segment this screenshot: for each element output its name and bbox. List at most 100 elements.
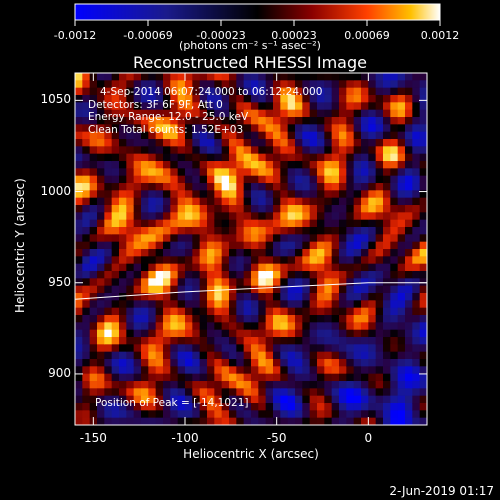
heatmap-cell [75,359,83,367]
heatmap-cell [236,131,245,140]
heatmap-cell [192,403,201,411]
heatmap-cell [309,153,318,162]
heatmap-cell [273,381,281,389]
heatmap-cell [141,366,149,375]
heatmap-cell [383,315,391,323]
heatmap-cell [236,234,245,243]
heatmap-cell [163,227,171,235]
heatmap-cell [119,322,127,331]
heatmap-cell [133,153,142,162]
heatmap-cell [177,124,186,133]
heatmap-cell [111,190,120,199]
heatmap-cell [361,403,369,411]
heatmap-cell [317,381,325,389]
heatmap-cell [236,278,245,287]
heatmap-cell [273,139,281,147]
heatmap-cell [287,403,296,411]
heatmap-cell [155,124,164,133]
heatmap-cell [287,124,296,133]
heatmap-cell [97,175,105,184]
heatmap-cell [199,219,208,228]
heatmap-cell [229,73,237,81]
annotation-time: 4-Sep-2014 06:07:24.000 to 06:12:24.000 [100,86,323,98]
heatmap-cell [229,395,237,404]
heatmap-cell [412,337,421,345]
heatmap-cell [221,109,230,118]
heatmap-cell [236,175,245,184]
heatmap-cell [236,161,245,169]
heatmap-cell [126,300,135,309]
heatmap-cell [353,271,362,279]
heatmap-cell [89,183,98,191]
heatmap-cell [419,102,427,111]
heatmap-cell [89,131,98,140]
heatmap-cell [368,190,377,199]
heatmap-cell [368,381,377,389]
heatmap-cell [155,293,164,301]
heatmap-cell [163,293,171,301]
heatmap-cell [405,241,413,250]
heatmap-cell [273,146,281,155]
heatmap-cell [287,161,296,169]
heatmap-cell [302,322,311,331]
heatmap-cell [273,373,281,382]
heatmap-cell [126,95,135,103]
heatmap-cell [309,73,318,81]
heatmap-cell [163,263,171,272]
heatmap-cell [104,131,113,140]
heatmap-cell [155,395,164,404]
heatmap-cell [126,351,135,360]
heatmap-cell [89,344,98,353]
heatmap-cell [185,256,193,265]
heatmap-cell [185,227,193,235]
heatmap-cell [185,80,193,89]
heatmap-cell [265,417,274,425]
heatmap-cell [199,234,208,243]
heatmap-cell [258,293,267,301]
heatmap-cell [390,234,399,243]
heatmap-cell [207,161,215,169]
heatmap-cell [258,366,267,375]
heatmap-cell [302,366,311,375]
heatmap-cell [192,117,201,125]
heatmap-cell [177,388,186,397]
heatmap-cell [317,212,325,221]
heatmap-cell [148,73,157,81]
heatmap-cell [324,117,333,125]
heatmap-cell [397,249,406,257]
heatmap-cell [280,373,289,382]
heatmap-cell [82,95,91,103]
heatmap-cell [236,315,245,323]
heatmap-cell [170,131,179,140]
heatmap-cell [177,381,186,389]
heatmap-cell [324,73,333,81]
heatmap-cell [126,403,135,411]
heatmap-cell [148,359,157,367]
heatmap-cell [287,344,296,353]
heatmap-cell [353,73,362,81]
heatmap-cell [368,337,377,345]
heatmap-cell [405,337,413,345]
heatmap-cell [302,388,311,397]
heatmap-cell [214,249,223,257]
heatmap-cell [236,417,245,425]
heatmap-cell [104,315,113,323]
heatmap-cell [199,351,208,360]
heatmap-cell [119,175,127,184]
heatmap-cell [309,381,318,389]
heatmap-cell [82,249,91,257]
heatmap-cell [405,381,413,389]
heatmap-cell [361,373,369,382]
heatmap-cell [383,183,391,191]
heatmap-cell [280,124,289,133]
heatmap-cell [119,366,127,375]
heatmap-cell [104,300,113,309]
heatmap-cell [163,102,171,111]
heatmap-cell [155,95,164,103]
heatmap-cell [221,95,230,103]
heatmap-cell [265,337,274,345]
heatmap-cell [82,307,91,316]
heatmap-cell [236,366,245,375]
heatmap-cell [82,278,91,287]
heatmap-cell [346,183,355,191]
